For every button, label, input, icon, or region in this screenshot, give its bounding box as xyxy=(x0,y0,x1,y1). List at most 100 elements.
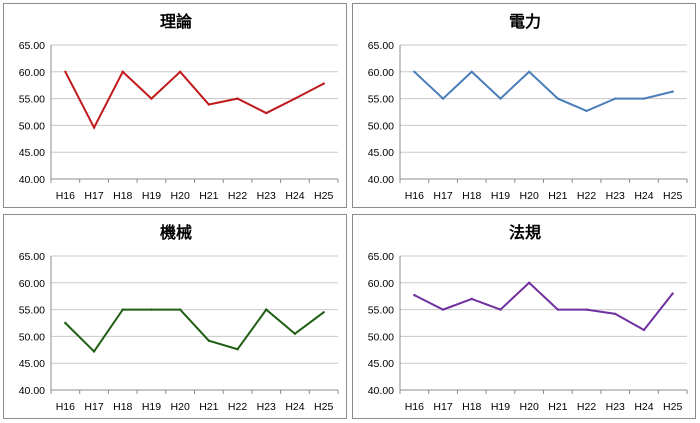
y-tick-label: 40.00 xyxy=(368,174,394,186)
x-tick-label: H20 xyxy=(520,190,539,202)
chart-svg-riron: 理論 40.00 45.00 50.00 55.00 60.00 65.00 H16 H17 H1… xyxy=(19,12,339,202)
y-tick-label: 45.00 xyxy=(19,147,45,159)
x-tick-label: H17 xyxy=(84,401,103,413)
data-point-denryoku-h16 xyxy=(413,70,416,74)
y-tick-label: 55.00 xyxy=(19,305,45,317)
series-line-riron xyxy=(64,70,325,130)
x-tick-label: H16 xyxy=(56,190,75,202)
x-tick-label: H17 xyxy=(433,190,452,202)
data-point-riron-h20 xyxy=(178,70,182,74)
y-tick-label: 50.00 xyxy=(19,120,45,132)
x-tick-label: H20 xyxy=(171,190,190,202)
x-tick-label: H19 xyxy=(142,190,161,202)
data-point-kikai-h23 xyxy=(265,308,268,311)
x-tick-label: H16 xyxy=(405,401,424,413)
data-point-denryoku-h25 xyxy=(671,90,674,93)
y-tick-label: 40.00 xyxy=(368,385,394,397)
data-point-kikai-h20 xyxy=(178,308,182,311)
chart-panel-houki: 法規 40.00 45.00 50.00 55.00 60.00 65.00 H16 H17 H1… xyxy=(352,214,696,419)
data-point-houki-h25 xyxy=(671,292,674,295)
series-line-kikai xyxy=(64,308,325,353)
x-tick-label: H25 xyxy=(663,401,682,413)
y-tick-label: 50.00 xyxy=(19,331,45,343)
data-point-houki-h19 xyxy=(499,308,502,311)
x-tick-label: H21 xyxy=(199,401,218,413)
y-tick-label: 60.00 xyxy=(19,67,45,79)
x-tick-label: H22 xyxy=(577,190,596,202)
x-tick-label: H22 xyxy=(228,190,247,202)
data-point-houki-h24 xyxy=(642,328,646,332)
data-point-denryoku-h18 xyxy=(470,70,473,74)
data-point-denryoku-h22 xyxy=(585,109,588,113)
x-tick-label: H18 xyxy=(462,190,481,202)
x-tick-label: H24 xyxy=(285,401,304,413)
y-tick-label: 40.00 xyxy=(19,174,45,186)
y-tick-label: 65.00 xyxy=(368,40,394,52)
data-point-riron-h21 xyxy=(207,103,211,106)
y-tick-label: 60.00 xyxy=(368,278,394,290)
data-point-houki-h16 xyxy=(413,293,416,297)
y-tick-label: 50.00 xyxy=(368,120,394,132)
data-point-kikai-h16 xyxy=(64,321,67,325)
x-tick-label: H23 xyxy=(257,401,276,413)
x-tick-label: H20 xyxy=(520,401,539,413)
y-tick-label: 55.00 xyxy=(19,94,45,106)
x-tick-label: H18 xyxy=(113,190,132,202)
data-point-houki-h22 xyxy=(585,308,588,311)
chart-title: 理論 xyxy=(160,12,193,31)
series-line-houki xyxy=(413,281,674,332)
data-point-denryoku-h24 xyxy=(642,97,646,100)
x-tick-label: H25 xyxy=(663,190,682,202)
data-point-riron-h19 xyxy=(150,97,153,100)
data-point-kikai-h25 xyxy=(322,311,325,314)
y-tick-label: 60.00 xyxy=(368,67,394,79)
y-tick-label: 55.00 xyxy=(368,305,394,317)
x-tick-label: H19 xyxy=(142,401,161,413)
x-tick-label: H16 xyxy=(56,401,75,413)
x-tick-label: H23 xyxy=(606,401,625,413)
x-tick-label: H21 xyxy=(548,401,567,413)
data-point-riron-h16 xyxy=(64,70,67,74)
data-point-riron-h25 xyxy=(322,82,325,85)
data-point-denryoku-h19 xyxy=(499,97,502,100)
chart-panel-riron: 理論 40.00 45.00 50.00 55.00 60.00 65.00 H16 H17 H1… xyxy=(3,3,347,208)
data-point-kikai-h19 xyxy=(150,308,153,311)
data-point-denryoku-h20 xyxy=(527,70,531,74)
x-tick-label: H24 xyxy=(285,190,304,202)
data-point-kikai-h24 xyxy=(293,332,297,335)
data-point-houki-h20 xyxy=(527,281,531,284)
data-point-riron-h18 xyxy=(121,70,124,74)
x-tick-label: H24 xyxy=(634,401,653,413)
x-tick-label: H20 xyxy=(171,401,190,413)
series-line-denryoku xyxy=(413,70,673,113)
y-tick-label: 45.00 xyxy=(368,358,394,370)
y-tick-label: 45.00 xyxy=(368,147,394,159)
data-point-riron-h17 xyxy=(92,126,96,129)
chart-panel-kikai: 機械 40.00 45.00 50.00 55.00 60.00 65.00 H16 H17 H1… xyxy=(3,214,347,419)
x-tick-label: H25 xyxy=(314,401,333,413)
chart-panel-denryoku: 電力 40.00 45.00 50.00 55.00 60.00 65.00 H16 H17 H1… xyxy=(352,3,696,208)
chart-svg-kikai: 機械 40.00 45.00 50.00 55.00 60.00 65.00 H16 H17 H1… xyxy=(19,223,339,413)
y-tick-label: 65.00 xyxy=(19,40,45,52)
chart-title: 電力 xyxy=(509,12,541,31)
x-tick-label: H16 xyxy=(405,190,424,202)
data-point-kikai-h22 xyxy=(236,348,239,351)
chart-title: 法規 xyxy=(509,223,541,242)
data-point-houki-h18 xyxy=(470,297,473,301)
x-tick-label: H24 xyxy=(634,190,653,202)
data-point-denryoku-h23 xyxy=(614,97,617,100)
data-point-riron-h23 xyxy=(265,111,268,115)
y-tick-label: 65.00 xyxy=(368,251,394,263)
y-tick-label: 55.00 xyxy=(368,94,394,106)
y-tick-label: 40.00 xyxy=(19,385,45,397)
data-point-denryoku-h17 xyxy=(441,97,445,100)
chart-title: 機械 xyxy=(160,223,192,242)
data-point-houki-h17 xyxy=(441,308,445,311)
x-tick-label: H22 xyxy=(228,401,247,413)
data-point-riron-h24 xyxy=(293,97,297,100)
y-tick-label: 65.00 xyxy=(19,251,45,263)
x-tick-label: H17 xyxy=(433,401,452,413)
x-tick-label: H21 xyxy=(199,190,218,202)
x-tick-label: H23 xyxy=(606,190,625,202)
x-tick-label: H18 xyxy=(113,401,132,413)
